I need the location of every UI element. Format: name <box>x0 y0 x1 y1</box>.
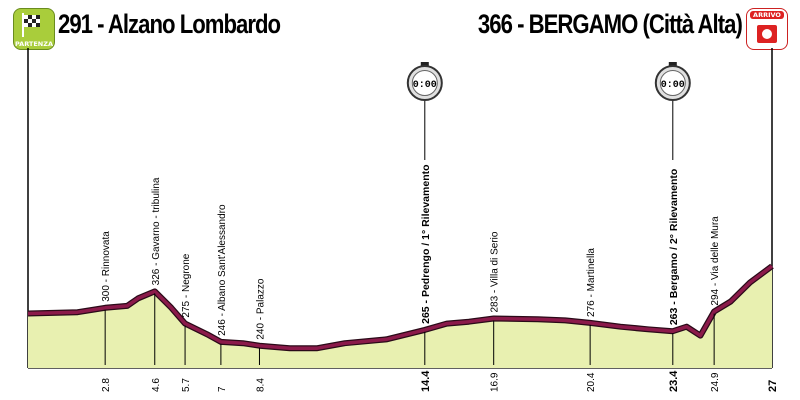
km-label: 20.4 <box>586 372 597 392</box>
waypoint-label: 240 - Palazzo <box>255 278 266 340</box>
km-label: 2.8 <box>101 378 112 392</box>
km-label: 7 <box>217 386 228 392</box>
waypoint-label: 263 - Bergamo / 2° Rilevamento <box>668 169 680 326</box>
profile-area <box>28 266 772 368</box>
waypoint-label: 276 - Martinella <box>586 248 597 317</box>
checkpoint-time: 0:00 <box>661 80 685 91</box>
waypoint-label: 300 - Rinnovata <box>101 231 112 302</box>
finish-badge-label: ARRIVO <box>750 11 784 19</box>
waypoint-label: 326 - Gavarno - tribulina <box>151 177 162 285</box>
start-badge-label: PARTENZA <box>15 40 53 48</box>
stopwatch-icon <box>654 62 691 101</box>
km-label: 24.9 <box>710 372 721 392</box>
checkpoint-time: 0:00 <box>413 80 437 91</box>
waypoint-label: 283 - Villa di Serio <box>490 231 501 312</box>
km-label: 27 <box>767 380 779 392</box>
start-badge: PARTENZA <box>13 8 55 50</box>
profile-line <box>27 264 774 350</box>
checkered-flag-icon <box>22 13 40 37</box>
km-label: 4.6 <box>151 378 162 392</box>
waypoint-label: 275 - Negrone <box>181 253 192 317</box>
start-title: 291 - Alzano Lombardo <box>58 9 281 39</box>
finish-title: 366 - BERGAMO (Città Alta) <box>478 9 743 39</box>
stopwatch-icon <box>406 62 443 101</box>
waypoint-label: 265 - Pedrengo / 1° Rilevamento <box>420 164 432 323</box>
km-label: 14.4 <box>420 370 432 392</box>
waypoint-label: 294 - Via delle Mura <box>710 216 721 306</box>
finish-badge: ARRIVO <box>746 8 788 50</box>
profile-line-shadow <box>27 263 774 352</box>
finish-flag-icon <box>757 25 777 43</box>
km-label: 8.4 <box>255 378 266 392</box>
km-label: 23.4 <box>668 370 680 392</box>
waypoint-label: 246 - Albano Sant'Alessandro <box>217 204 228 336</box>
km-label: 16.9 <box>490 372 501 392</box>
km-label: 5.7 <box>181 378 192 392</box>
